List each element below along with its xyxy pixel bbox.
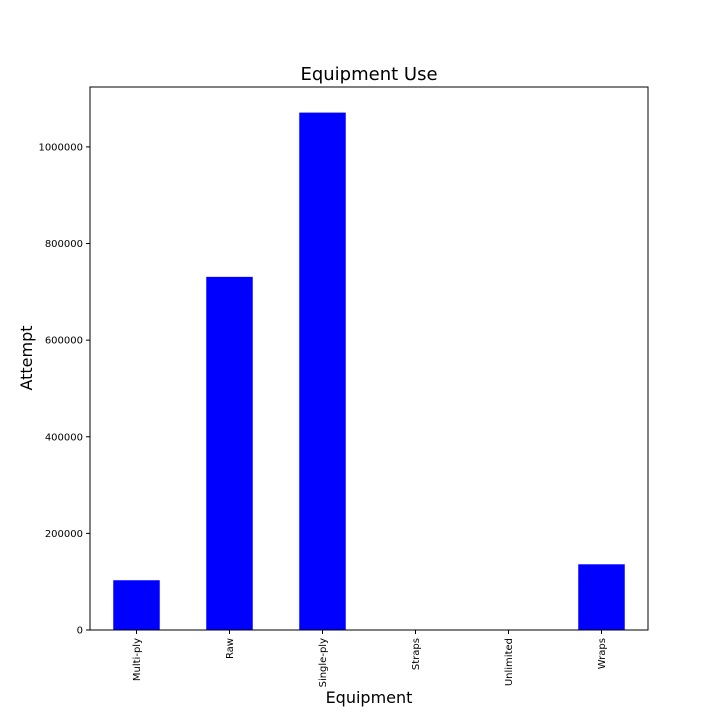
plot-frame <box>89 86 649 631</box>
y-tick-label: 800000 <box>45 239 83 250</box>
y-tick-label: 200000 <box>45 529 83 540</box>
x-tick-label: Wraps <box>597 638 608 669</box>
bar-raw <box>206 276 253 630</box>
x-tick-label: Multi-ply <box>132 638 143 681</box>
chart-title: Equipment Use <box>300 64 437 85</box>
y-tick-label: 600000 <box>45 336 83 347</box>
x-axis-label: Equipment <box>326 688 413 707</box>
y-tick-label: 400000 <box>45 432 83 443</box>
bar-multi-ply <box>113 580 160 630</box>
y-axis-label: Attempt <box>17 325 36 390</box>
x-tick-label: Raw <box>225 638 236 659</box>
x-tick-label: Single-ply <box>318 638 329 687</box>
y-tick-label: 0 <box>77 626 83 637</box>
y-tick-label: 1000000 <box>38 142 83 153</box>
x-tick-label: Unlimited <box>504 638 515 686</box>
y-axis: 0 200000 400000 600000 800000 1000000 <box>38 142 90 637</box>
bar-single-ply <box>299 112 346 631</box>
x-tick-label: Straps <box>411 638 422 670</box>
bar-wraps <box>578 564 625 630</box>
bars-group <box>113 112 625 631</box>
x-axis: Multi-ply Raw Single-ply Straps Unlimited Wra… <box>132 630 608 687</box>
